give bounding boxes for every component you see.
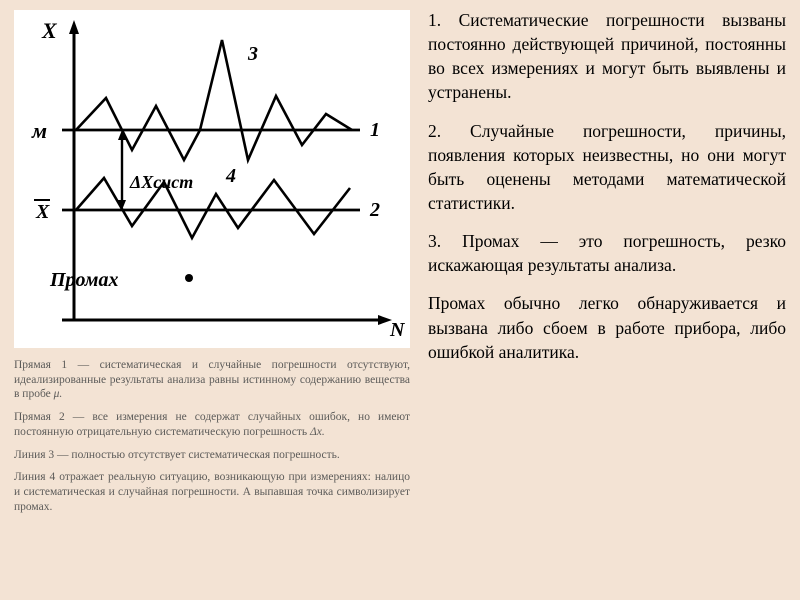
error-graph: X N 1 2 м X 3 4 (14, 10, 410, 348)
polyline-3 (76, 40, 352, 160)
page-root: X N 1 2 м X 3 4 (0, 0, 800, 600)
polyline-4 (76, 178, 350, 238)
paragraph-4: Промах обычно легко обнаруживается и выз… (428, 291, 786, 363)
paragraph-3: 3. Промах — это погрешность, резко искаж… (428, 229, 786, 277)
label-4: 4 (225, 165, 236, 187)
miss-label: Промах (49, 269, 119, 291)
caption-4: Линия 4 отражает реальную ситуацию, возн… (14, 470, 410, 514)
label-3: 3 (247, 43, 258, 65)
left-column: X N 1 2 м X 3 4 (14, 10, 410, 522)
caption-2: Прямая 2 — все измерения не содержат слу… (14, 410, 410, 439)
paragraph-1: 1. Систематические погрешности вызваны п… (428, 8, 786, 105)
miss-point (185, 274, 193, 282)
graph-captions: Прямая 1 — систематическая и случайные п… (14, 358, 410, 514)
label-2: 2 (369, 199, 380, 221)
xbar-label: X (35, 201, 50, 223)
caption-1-text: Прямая 1 — систематическая и случайные п… (14, 359, 410, 400)
caption-3: Линия 3 — полностью отсутствует системат… (14, 448, 410, 463)
label-1: 1 (370, 119, 380, 141)
right-column: 1. Систематические погрешности вызваны п… (428, 8, 786, 378)
paragraph-2: 2. Случайные погрешности, причины, появл… (428, 119, 786, 216)
caption-2-text: Прямая 2 — все измерения не содержат слу… (14, 411, 410, 438)
y-axis-label: X (41, 18, 58, 43)
caption-2-sym: Δх. (310, 426, 325, 438)
caption-1: Прямая 1 — систематическая и случайные п… (14, 358, 410, 402)
x-axis-label: N (389, 319, 406, 341)
delta-label: ΔХсист (129, 172, 193, 192)
graph-container: X N 1 2 м X 3 4 (14, 10, 410, 348)
mu-label: м (31, 118, 47, 143)
caption-1-sym: μ. (54, 388, 63, 400)
